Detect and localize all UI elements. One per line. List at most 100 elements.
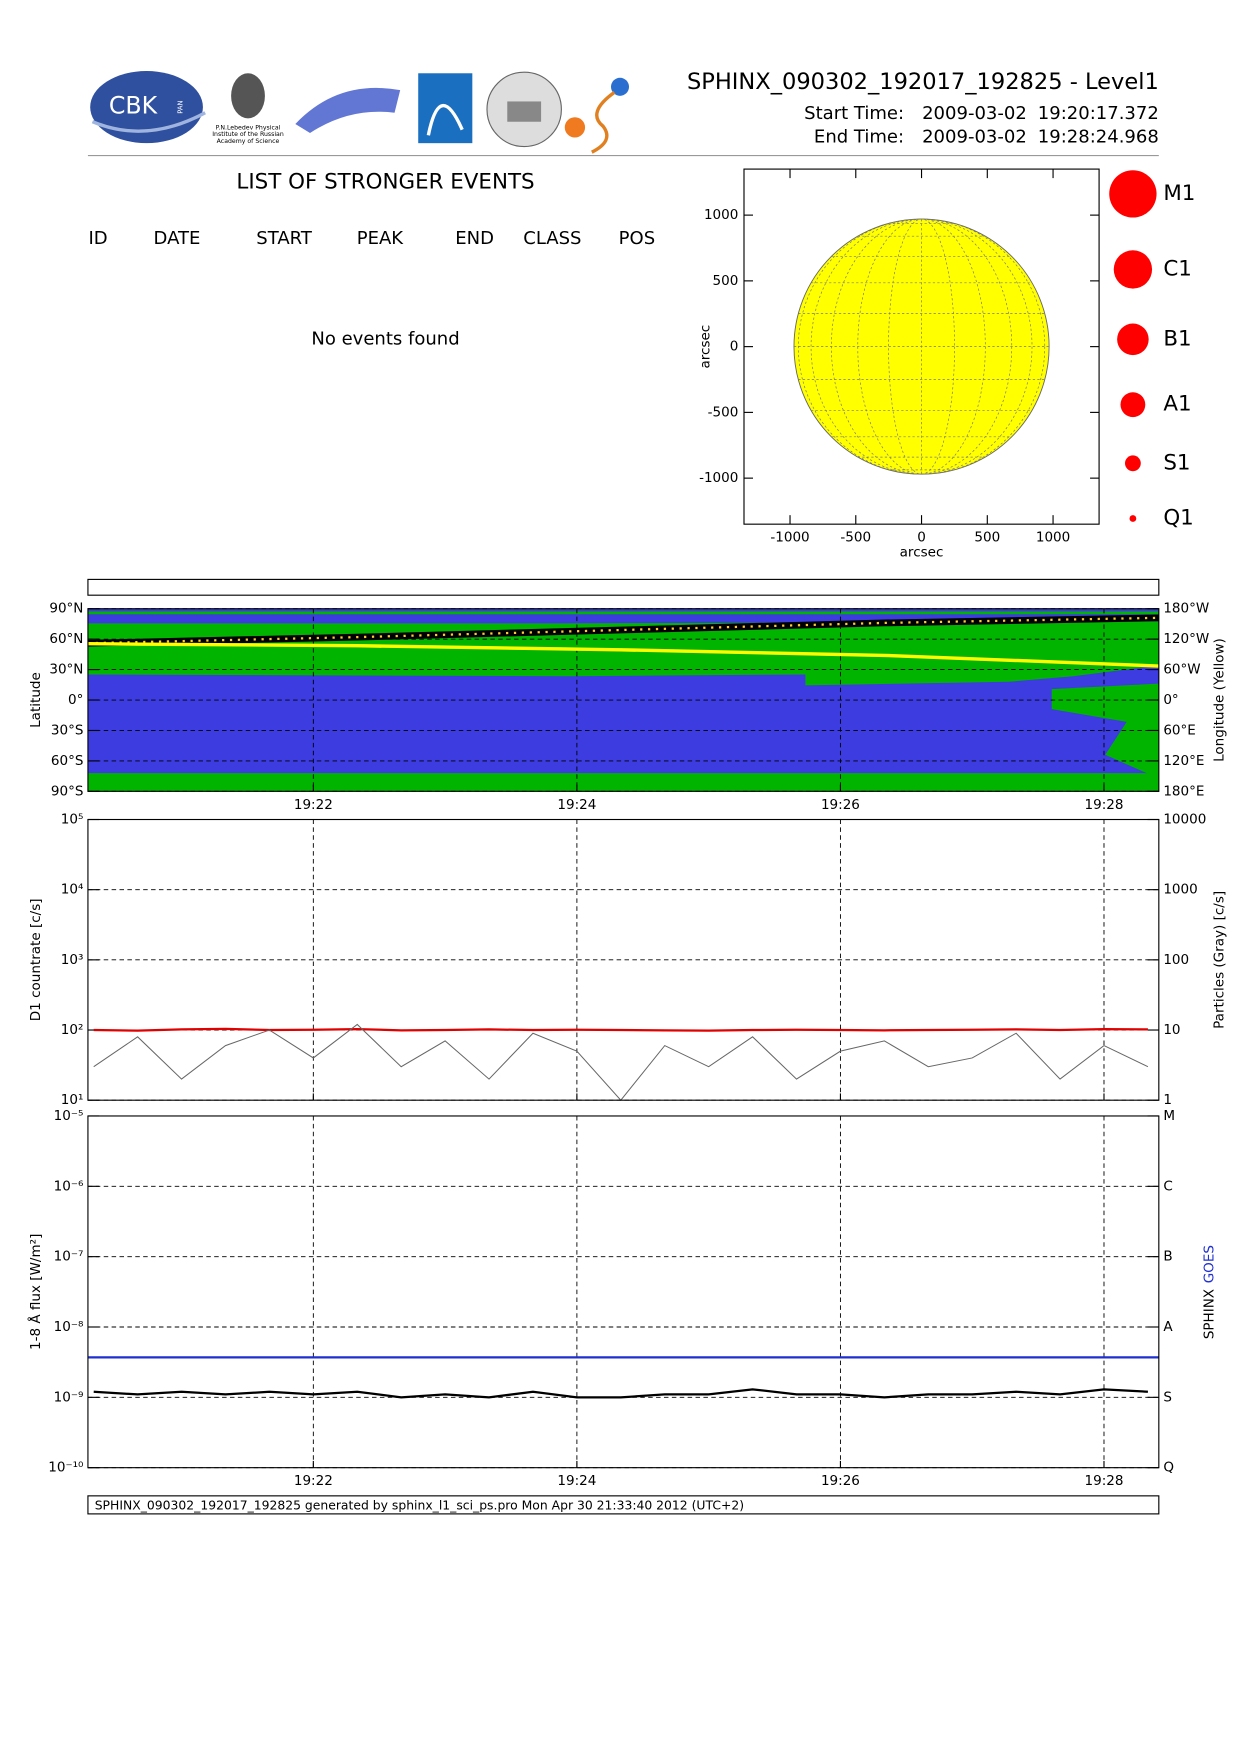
plot-frame: [87, 1115, 1160, 1469]
y-tick-label: -500: [708, 404, 739, 420]
y2-tick-label: 60°W: [1163, 662, 1200, 678]
y-axis-label: 1-8 Å flux [W/m²]: [27, 1234, 44, 1350]
series-line: [93, 1388, 1148, 1399]
legend-label: GOES: [1202, 1245, 1218, 1283]
map-region: [1051, 683, 1159, 779]
legend-marker: [1129, 515, 1137, 522]
start-time: 19:20:17.372: [1038, 103, 1159, 124]
legend-marker: [1113, 250, 1153, 289]
x-tick-label: 0: [917, 530, 926, 546]
footer-box: [87, 1495, 1160, 1515]
map-region: [87, 773, 1159, 792]
logo-text: Academy of Science: [217, 138, 280, 145]
y-tick-label: 10⁻⁹: [54, 1389, 84, 1405]
y2-tick-label: 0°: [1163, 692, 1178, 708]
y-tick-label: 10⁻⁷: [54, 1249, 84, 1265]
legend-marker: [1125, 455, 1141, 472]
y-tick-label: 10⁵: [61, 812, 84, 828]
end-date: 2009-03-02: [922, 127, 1027, 148]
x-tick-label: 1000: [1036, 530, 1070, 546]
legend-label: M1: [1163, 181, 1195, 206]
y-tick-label: -1000: [699, 470, 738, 486]
column-header: END: [455, 228, 494, 249]
legend-marker: [1109, 170, 1157, 218]
column-header: ID: [88, 228, 107, 249]
legend-label: Q1: [1163, 506, 1193, 531]
logo-sun: [564, 117, 586, 138]
y2-tick-label: C: [1163, 1178, 1172, 1194]
y-tick-label: 1000: [704, 207, 738, 223]
y2-axis-label: Particles (Gray) [c/s]: [1212, 891, 1228, 1029]
y2-tick-label: 1: [1163, 1092, 1172, 1108]
y-tick-label: 0°: [68, 692, 83, 708]
y-tick-label: 60°S: [51, 753, 84, 769]
column-header: PEAK: [357, 228, 405, 249]
x-tick-label: 19:26: [821, 1473, 860, 1489]
footer: SPHINX_090302_192017_192825 generated by…: [95, 1498, 744, 1513]
end-label: End Time:: [814, 127, 904, 148]
legend-marker: [1117, 323, 1149, 356]
y2-tick-label: 10: [1163, 1022, 1180, 1038]
y-tick-label: 0: [730, 339, 739, 355]
y-tick-label: 10⁻⁵: [54, 1108, 84, 1124]
start-label: Start Time:: [804, 103, 904, 124]
x-axis-label: arcsec: [900, 544, 944, 560]
x-tick-label: 19:28: [1085, 1473, 1124, 1489]
x-tick-label: 19:22: [294, 1473, 333, 1489]
x-tick-label: -1000: [770, 530, 809, 546]
y-tick-label: 10¹: [61, 1092, 84, 1108]
y2-tick-label: 100: [1163, 952, 1189, 968]
x-tick-label: 19:24: [557, 1473, 596, 1489]
events-title: LIST OF STRONGER EVENTS: [236, 170, 534, 195]
x-tick-label: 500: [974, 530, 1000, 546]
x-tick-label: -500: [840, 530, 871, 546]
column-header: POS: [619, 228, 655, 249]
y-axis-label: D1 countrate [c/s]: [28, 898, 44, 1021]
logo-text: Institute of the Russian: [212, 131, 284, 138]
y2-tick-label: 1000: [1163, 882, 1197, 898]
logo-izmiran: [295, 87, 401, 134]
y-tick-label: 90°S: [51, 783, 84, 799]
y2-tick-label: Q: [1163, 1460, 1174, 1476]
logo-text: P.N.Lebedev Physical: [216, 124, 281, 131]
x-tick-label: 19:24: [557, 797, 596, 813]
y-tick-label: 10³: [61, 952, 84, 968]
y-tick-label: 10⁴: [61, 882, 84, 898]
column-header: DATE: [154, 228, 201, 249]
y-tick-label: 500: [713, 273, 739, 289]
plot-frame: [87, 608, 1160, 792]
y-tick-label: 10²: [61, 1022, 84, 1038]
y2-tick-label: 180°W: [1163, 601, 1209, 617]
column-header: START: [256, 228, 313, 249]
x-tick-label: 19:26: [821, 797, 860, 813]
legend-label: B1: [1163, 326, 1191, 351]
legend-label: C1: [1163, 256, 1192, 281]
series-line: [93, 1023, 1149, 1101]
plot-frame: [87, 818, 1160, 1101]
start-date: 2009-03-02: [922, 103, 1027, 124]
series-line: [93, 1027, 1148, 1032]
y-tick-label: 30°S: [51, 722, 84, 738]
map-region: [87, 611, 1159, 615]
x-tick-label: 19:28: [1085, 797, 1124, 813]
column-header: CLASS: [523, 228, 581, 249]
logo-text: CBK: [109, 92, 159, 120]
legend-label: S1: [1163, 450, 1190, 475]
y2-tick-label: B: [1163, 1249, 1172, 1265]
y-tick-label: 90°N: [49, 601, 83, 617]
report-title: SPHINX_090302_192017_192825 - Level1: [687, 69, 1159, 95]
logo-arc: [426, 104, 464, 136]
y2-tick-label: 10000: [1163, 812, 1206, 828]
y-axis-label: Latitude: [28, 672, 44, 728]
series-line: [87, 642, 1159, 668]
x-tick-label: 19:22: [294, 797, 333, 813]
logo-globe: [610, 77, 630, 96]
events-message: No events found: [311, 328, 459, 349]
y-tick-label: 10⁻⁸: [54, 1319, 84, 1335]
end-time: 19:28:24.968: [1038, 127, 1159, 148]
y-tick-label: 10⁻¹⁰: [48, 1460, 83, 1476]
logo-swoosh: [91, 111, 206, 133]
legend-label: A1: [1163, 392, 1191, 417]
